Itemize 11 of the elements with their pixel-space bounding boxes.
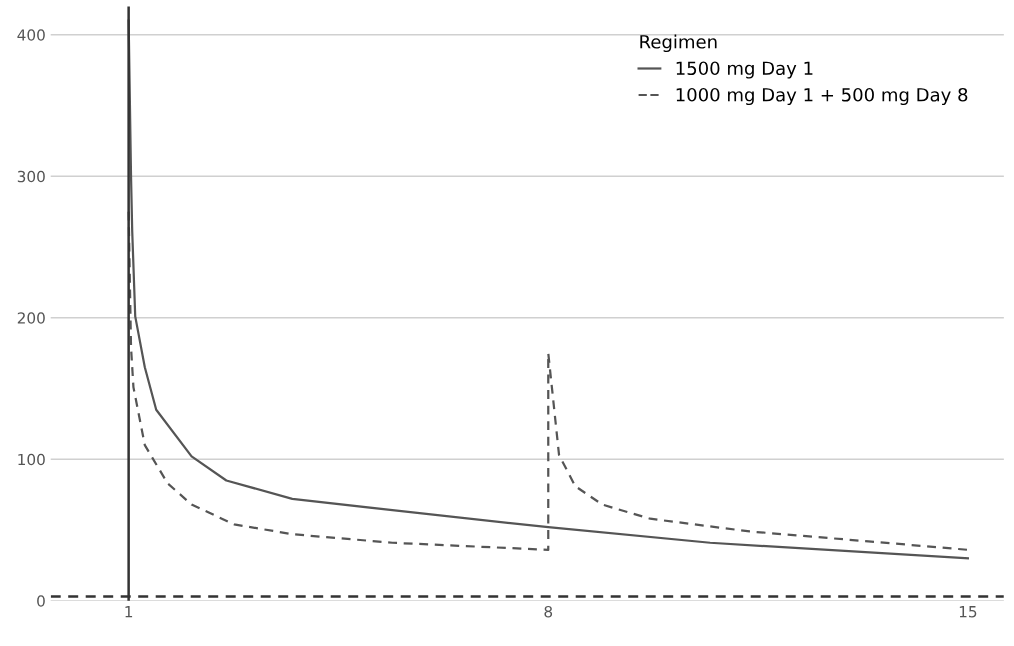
y-tick-label: 0 xyxy=(37,595,45,607)
y-tick-label: 400 xyxy=(17,29,45,41)
legend-title: Regimen xyxy=(640,34,717,53)
legend-label: 1500 mg Day 1 xyxy=(676,61,813,79)
x-tick-label: 1 xyxy=(125,606,133,618)
y-tick-label: 100 xyxy=(18,453,45,466)
legend-label: 1000 mg Day 1 + 500 mg Day 8 xyxy=(676,87,968,106)
x-tick-label: 8 xyxy=(544,605,553,618)
y-tick-label: 200 xyxy=(17,312,45,324)
y-tick-label: 300 xyxy=(17,170,45,183)
x-tick-label: 15 xyxy=(959,606,977,618)
